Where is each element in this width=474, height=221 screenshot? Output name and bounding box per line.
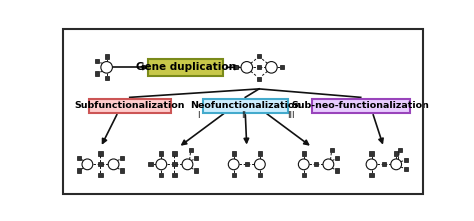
Bar: [258, 151, 262, 156]
Circle shape: [228, 159, 239, 170]
Bar: [301, 173, 306, 177]
Circle shape: [182, 159, 193, 170]
Circle shape: [241, 62, 253, 73]
Circle shape: [265, 62, 277, 73]
Bar: [99, 151, 102, 156]
Circle shape: [108, 159, 119, 170]
Text: II: II: [241, 111, 246, 120]
Bar: [280, 65, 284, 69]
Bar: [335, 156, 339, 160]
Bar: [77, 156, 81, 160]
Circle shape: [156, 159, 167, 170]
Bar: [257, 77, 261, 81]
Bar: [398, 148, 402, 152]
Circle shape: [298, 159, 309, 170]
Bar: [172, 151, 176, 156]
Bar: [382, 162, 386, 166]
Circle shape: [82, 159, 93, 170]
Bar: [189, 148, 193, 152]
Bar: [234, 65, 238, 69]
FancyBboxPatch shape: [148, 59, 223, 76]
Text: Gene duplication: Gene duplication: [136, 62, 236, 72]
Bar: [120, 156, 124, 160]
Bar: [94, 59, 99, 63]
Bar: [105, 76, 109, 80]
Bar: [99, 162, 102, 166]
Bar: [120, 168, 124, 173]
Bar: [394, 151, 398, 156]
FancyBboxPatch shape: [312, 99, 410, 113]
Text: Subfunctionalization: Subfunctionalization: [74, 101, 185, 110]
FancyBboxPatch shape: [203, 99, 288, 113]
Bar: [301, 151, 306, 156]
Bar: [232, 173, 236, 177]
Bar: [159, 151, 164, 156]
Circle shape: [391, 159, 401, 170]
Bar: [369, 173, 374, 177]
Bar: [194, 168, 198, 173]
Text: I: I: [197, 111, 200, 120]
Circle shape: [255, 159, 265, 170]
Bar: [404, 167, 408, 171]
Bar: [335, 168, 339, 173]
Bar: [257, 65, 261, 69]
Bar: [105, 54, 109, 59]
Bar: [77, 168, 81, 173]
Text: Sub-neo-functionalization: Sub-neo-functionalization: [292, 101, 429, 110]
Circle shape: [323, 159, 334, 170]
Text: III: III: [287, 111, 294, 120]
Bar: [330, 148, 334, 152]
Text: Neofunctionalization: Neofunctionalization: [190, 101, 301, 110]
Bar: [258, 173, 262, 177]
Bar: [99, 173, 102, 177]
Bar: [94, 71, 99, 76]
Circle shape: [366, 159, 377, 170]
Bar: [172, 173, 176, 177]
Bar: [404, 158, 408, 162]
Bar: [369, 151, 374, 156]
FancyBboxPatch shape: [89, 99, 171, 113]
Bar: [314, 162, 318, 166]
Bar: [257, 54, 261, 58]
Bar: [232, 151, 236, 156]
Bar: [245, 162, 249, 166]
Bar: [159, 173, 164, 177]
Bar: [172, 162, 176, 166]
Bar: [148, 162, 153, 166]
Circle shape: [101, 62, 112, 73]
Bar: [194, 156, 198, 160]
